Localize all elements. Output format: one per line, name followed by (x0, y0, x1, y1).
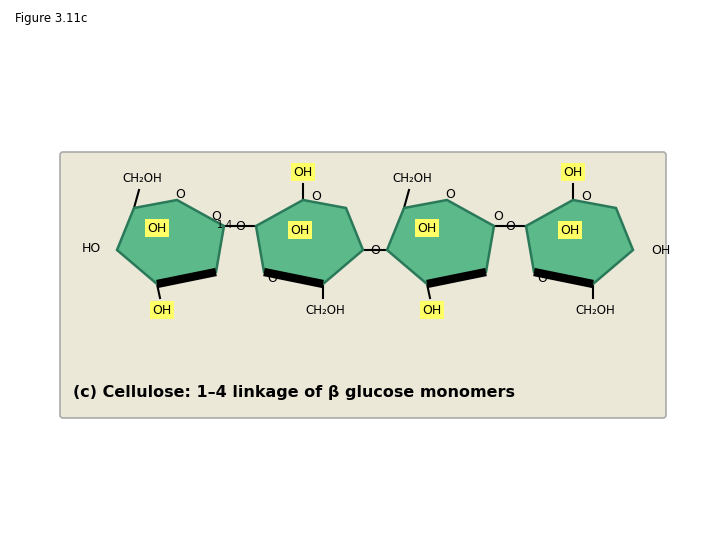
Text: Figure 3.11c: Figure 3.11c (15, 12, 87, 25)
Text: CH₂OH: CH₂OH (575, 303, 615, 316)
FancyBboxPatch shape (60, 152, 666, 418)
Polygon shape (387, 200, 494, 284)
Text: OH: OH (418, 221, 436, 234)
Polygon shape (256, 200, 363, 284)
Text: O: O (267, 272, 277, 285)
Text: O: O (235, 219, 245, 233)
Text: O: O (175, 187, 185, 200)
Text: O: O (505, 219, 515, 233)
Text: OH: OH (153, 303, 171, 316)
Text: OH: OH (293, 165, 312, 179)
Text: O: O (493, 210, 503, 222)
Text: CH₂OH: CH₂OH (392, 172, 432, 185)
Polygon shape (117, 200, 224, 284)
Text: 4: 4 (226, 220, 232, 230)
Text: O: O (211, 210, 221, 222)
Text: OH: OH (651, 244, 670, 256)
Text: OH: OH (423, 303, 441, 316)
Text: OH: OH (560, 224, 580, 237)
Text: 1: 1 (217, 220, 223, 230)
Text: O: O (445, 187, 455, 200)
Text: O: O (370, 244, 380, 256)
Text: O: O (312, 190, 321, 202)
Text: OH: OH (148, 221, 166, 234)
Text: O: O (582, 190, 591, 202)
Text: HO: HO (82, 241, 101, 254)
Text: CH₂OH: CH₂OH (305, 303, 345, 316)
Polygon shape (526, 200, 633, 284)
Text: O: O (537, 272, 547, 285)
Text: OH: OH (290, 224, 310, 237)
Text: (c) Cellulose: 1–4 linkage of β glucose monomers: (c) Cellulose: 1–4 linkage of β glucose … (73, 386, 515, 401)
Text: CH₂OH: CH₂OH (122, 172, 162, 185)
Text: OH: OH (563, 165, 582, 179)
